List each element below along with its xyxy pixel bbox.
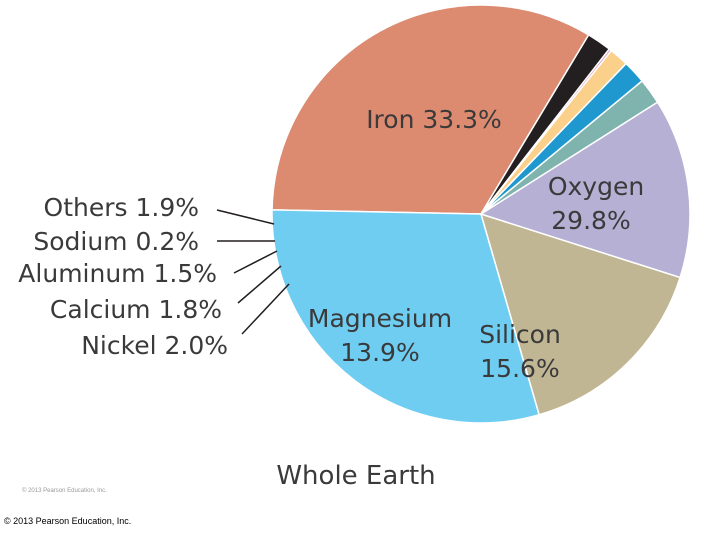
leader-line-others bbox=[216, 209, 275, 225]
pie-slice-others bbox=[480, 33, 611, 215]
slice-label-calcium: Calcium 1.8% bbox=[50, 295, 222, 324]
copyright-footer: © 2013 Pearson Education, Inc. bbox=[4, 516, 132, 526]
slice-label-sodium: Sodium 0.2% bbox=[33, 227, 199, 256]
slice-label-aluminum: Aluminum 1.5% bbox=[18, 259, 217, 288]
leader-line-nickel bbox=[241, 283, 290, 335]
slice-label-magnesium-value: 13.9% bbox=[340, 338, 419, 367]
pie-slice-iron bbox=[271, 4, 590, 215]
slice-label-silicon-value: 15.6% bbox=[480, 354, 559, 383]
slice-label-oxygen-value: 29.8% bbox=[551, 206, 630, 235]
pie-slice-silicon bbox=[479, 212, 682, 416]
slice-label-magnesium-name: Magnesium bbox=[308, 304, 452, 333]
slice-label-silicon-name: Silicon bbox=[479, 320, 561, 349]
leader-line-calcium bbox=[237, 265, 282, 304]
slice-label-oxygen-name: Oxygen bbox=[548, 172, 644, 201]
slice-label-iron: Iron 33.3% bbox=[366, 105, 502, 134]
slice-label-others: Others 1.9% bbox=[44, 193, 199, 222]
chart-title: Whole Earth bbox=[276, 461, 435, 491]
slice-label-nickel: Nickel 2.0% bbox=[81, 331, 228, 360]
leader-line-aluminum bbox=[233, 250, 278, 274]
copyright-note-small: © 2013 Pearson Education, Inc. bbox=[22, 488, 107, 494]
pie-slice-magnesium bbox=[479, 101, 691, 279]
pie-slice-oxygen bbox=[271, 209, 541, 424]
